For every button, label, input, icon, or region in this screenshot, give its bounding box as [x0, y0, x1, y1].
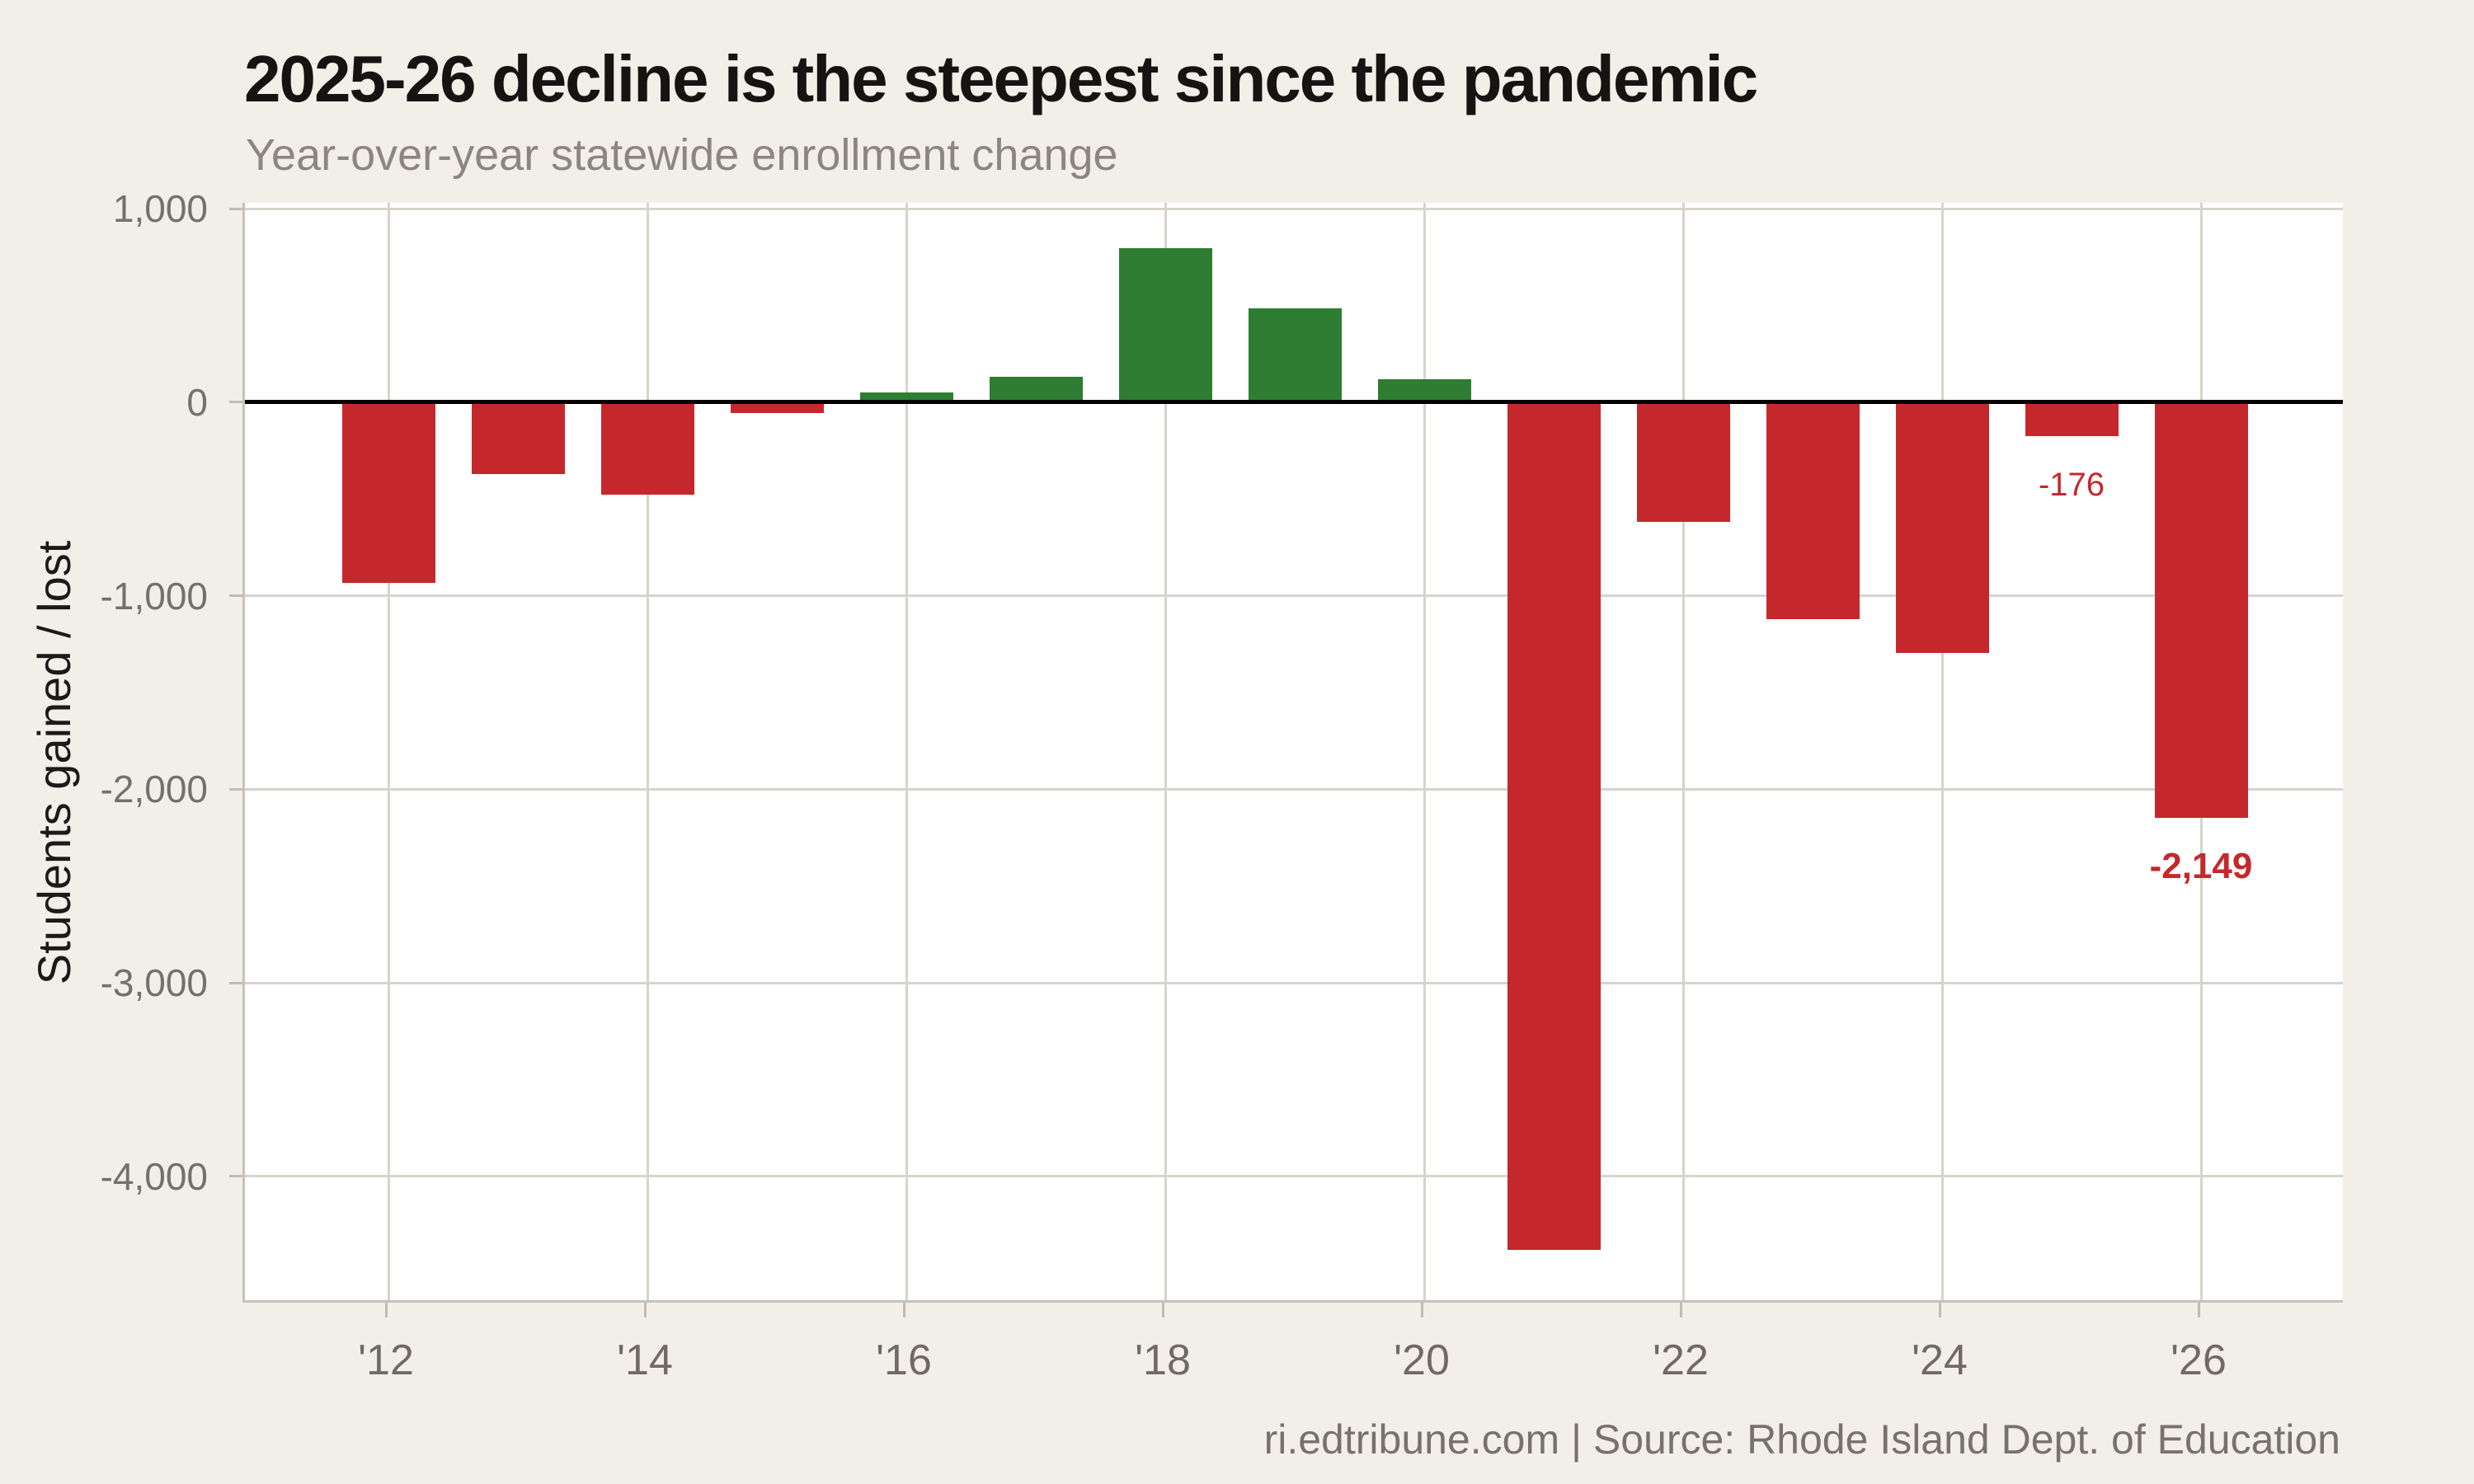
- y-tick-label: -3,000: [100, 961, 208, 1005]
- x-tick-label: '22: [1653, 1336, 1709, 1384]
- bar-12: [341, 402, 435, 584]
- bar-25: [2025, 402, 2119, 437]
- x-tick-mark: [384, 1303, 388, 1317]
- y-tick-mark: [229, 981, 242, 984]
- y-tick-mark: [229, 787, 242, 791]
- y-tick-mark: [229, 401, 242, 404]
- vertical-gridline: [905, 203, 908, 1300]
- bar-value-label: -2,149: [2149, 846, 2253, 887]
- horizontal-gridline: [245, 1175, 2343, 1178]
- bar-14: [600, 402, 694, 495]
- vertical-gridline: [1681, 203, 1685, 1300]
- vertical-gridline: [387, 203, 390, 1300]
- chart-subtitle: Year-over-year statewide enrollment chan…: [246, 130, 1118, 180]
- x-tick-mark: [1420, 1303, 1423, 1317]
- y-tick-label: 1,000: [112, 187, 208, 231]
- y-tick-label: -2,000: [100, 768, 208, 811]
- x-tick-label: '18: [1135, 1336, 1191, 1384]
- x-tick-mark: [1679, 1303, 1682, 1317]
- horizontal-gridline: [245, 787, 2343, 791]
- x-tick-mark: [1938, 1303, 1941, 1317]
- bar-17: [989, 377, 1083, 402]
- bar-16: [859, 392, 953, 402]
- vertical-gridline: [1940, 203, 1944, 1300]
- bar-22: [1636, 402, 1730, 523]
- bar-23: [1766, 402, 1860, 619]
- y-tick-label: -1,000: [100, 574, 208, 618]
- plot-area: -176 -2,149: [242, 203, 2343, 1303]
- chart-title: 2025-26 decline is the steepest since th…: [244, 42, 1758, 115]
- horizontal-gridline: [245, 981, 2343, 984]
- x-tick-label: '24: [1912, 1336, 1968, 1384]
- horizontal-gridline: [245, 207, 2343, 210]
- x-tick-mark: [643, 1303, 647, 1317]
- bar-18: [1118, 248, 1212, 402]
- x-tick-mark: [902, 1303, 905, 1317]
- y-tick-label: 0: [186, 380, 208, 424]
- bar-21: [1507, 402, 1601, 1250]
- x-tick-label: '26: [2171, 1336, 2227, 1384]
- bar-20: [1377, 378, 1471, 402]
- horizontal-gridline: [245, 594, 2343, 598]
- vertical-gridline: [646, 203, 649, 1300]
- bar-19: [1248, 308, 1342, 402]
- bar-15: [730, 402, 824, 413]
- bar-26: [2154, 402, 2248, 819]
- x-tick-mark: [1161, 1303, 1164, 1317]
- x-tick-label: '14: [617, 1336, 673, 1384]
- zero-baseline: [245, 400, 2343, 405]
- source-credit: ri.edtribune.com | Source: Rhode Island …: [1263, 1416, 2340, 1463]
- x-tick-label: '16: [876, 1336, 932, 1384]
- y-tick-mark: [229, 594, 242, 598]
- y-tick-mark: [229, 1175, 242, 1178]
- y-tick-label: -4,000: [100, 1154, 208, 1198]
- x-tick-label: '20: [1394, 1336, 1450, 1384]
- vertical-gridline: [1164, 203, 1167, 1300]
- y-tick-mark: [229, 207, 242, 210]
- bar-24: [1895, 402, 1989, 653]
- x-tick-label: '12: [358, 1336, 414, 1384]
- x-tick-mark: [2197, 1303, 2200, 1317]
- bar-13: [471, 402, 565, 474]
- vertical-gridline: [1423, 203, 1426, 1300]
- bar-value-label: -176: [2038, 467, 2105, 504]
